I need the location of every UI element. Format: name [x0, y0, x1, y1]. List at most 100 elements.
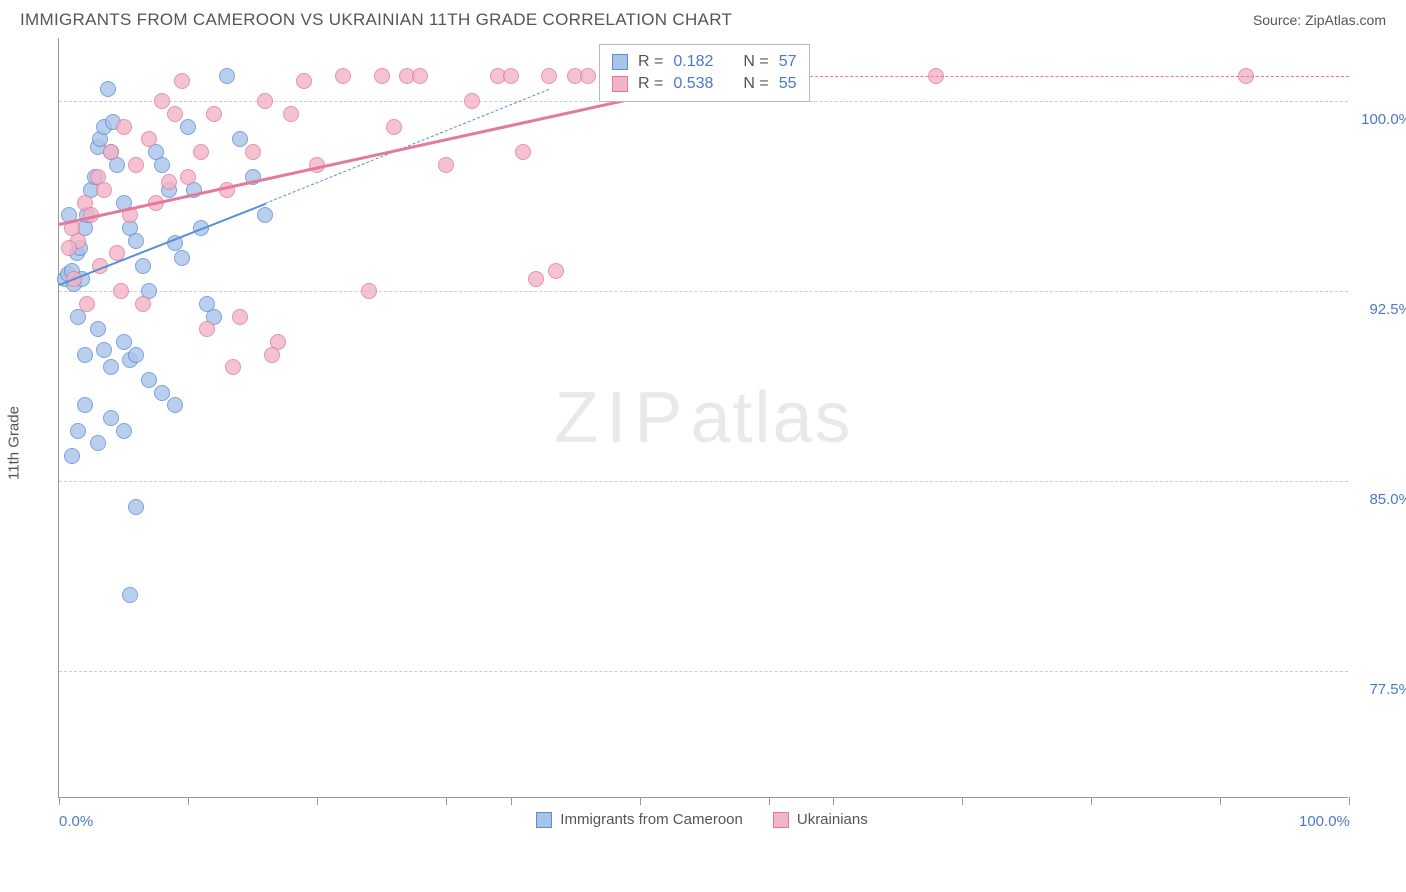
scatter-point	[122, 587, 138, 603]
legend-n-label: N =	[743, 53, 768, 71]
scatter-point	[100, 81, 116, 97]
scatter-point	[193, 144, 209, 160]
y-tick-label: 77.5%	[1369, 681, 1406, 698]
chart-title: IMMIGRANTS FROM CAMEROON VS UKRAINIAN 11…	[20, 10, 732, 30]
scatter-point	[70, 423, 86, 439]
legend-swatch	[612, 76, 628, 92]
scatter-point	[386, 119, 402, 135]
chart-header: IMMIGRANTS FROM CAMEROON VS UKRAINIAN 11…	[0, 0, 1406, 34]
gridline-h	[59, 481, 1348, 482]
scatter-point	[257, 93, 273, 109]
x-tick	[769, 797, 770, 805]
scatter-point	[257, 207, 273, 223]
scatter-point	[116, 334, 132, 350]
scatter-point	[283, 106, 299, 122]
source-label: Source:	[1253, 12, 1301, 28]
watermark: ZIPatlas	[554, 377, 852, 459]
scatter-point	[64, 448, 80, 464]
x-tick	[640, 797, 641, 805]
legend-r-value: 0.538	[673, 75, 713, 93]
scatter-point	[154, 93, 170, 109]
scatter-point	[438, 157, 454, 173]
scatter-point	[77, 397, 93, 413]
legend-r-label: R =	[638, 53, 663, 71]
scatter-point	[128, 233, 144, 249]
scatter-point	[335, 68, 351, 84]
legend-row: R =0.538N =55	[612, 73, 797, 95]
scatter-point	[141, 372, 157, 388]
x-tick	[962, 797, 963, 805]
scatter-point	[90, 435, 106, 451]
scatter-point	[128, 347, 144, 363]
legend-label: Ukrainians	[797, 811, 868, 828]
scatter-point	[580, 68, 596, 84]
series-legend: Immigrants from Cameroon Ukrainians	[536, 811, 867, 828]
x-tick-label: 100.0%	[1299, 813, 1350, 830]
legend-label: Immigrants from Cameroon	[560, 811, 743, 828]
x-tick	[59, 797, 60, 805]
legend-n-label: N =	[743, 75, 768, 93]
chart-container: 11th Grade ZIPatlas 77.5%85.0%92.5%100.0…	[20, 38, 1386, 848]
plot-area: ZIPatlas 77.5%85.0%92.5%100.0%0.0%100.0%…	[58, 38, 1348, 798]
scatter-point	[61, 240, 77, 256]
legend-n-value: 55	[779, 75, 797, 93]
scatter-point	[141, 131, 157, 147]
x-tick-label: 0.0%	[59, 813, 93, 830]
chart-source: Source: ZipAtlas.com	[1253, 12, 1386, 28]
scatter-point	[128, 157, 144, 173]
scatter-point	[103, 359, 119, 375]
scatter-point	[154, 385, 170, 401]
scatter-point	[528, 271, 544, 287]
x-tick	[188, 797, 189, 805]
scatter-point	[167, 106, 183, 122]
scatter-point	[264, 347, 280, 363]
scatter-point	[167, 397, 183, 413]
scatter-point	[161, 174, 177, 190]
legend-item: Immigrants from Cameroon	[536, 811, 743, 828]
scatter-point	[77, 347, 93, 363]
y-axis-label: 11th Grade	[6, 406, 23, 480]
scatter-point	[96, 182, 112, 198]
scatter-point	[412, 68, 428, 84]
correlation-legend: R = 0.182 N = 57R = 0.538 N = 55	[599, 44, 810, 102]
scatter-point	[361, 283, 377, 299]
x-tick	[833, 797, 834, 805]
gridline-h	[59, 291, 1348, 292]
scatter-point	[174, 250, 190, 266]
legend-swatch	[536, 812, 552, 828]
scatter-point	[503, 68, 519, 84]
scatter-point	[219, 68, 235, 84]
y-tick-label: 92.5%	[1369, 301, 1406, 318]
scatter-point	[96, 342, 112, 358]
scatter-point	[135, 258, 151, 274]
scatter-point	[199, 321, 215, 337]
scatter-point	[232, 309, 248, 325]
legend-swatch	[773, 812, 789, 828]
legend-r-value: 0.182	[673, 53, 713, 71]
scatter-point	[548, 263, 564, 279]
scatter-point	[206, 106, 222, 122]
scatter-point	[225, 359, 241, 375]
legend-row: R = 0.182 N = 57	[612, 51, 797, 73]
x-tick	[511, 797, 512, 805]
scatter-point	[116, 119, 132, 135]
x-tick	[317, 797, 318, 805]
x-tick	[1220, 797, 1221, 805]
trend-line-dashed	[730, 76, 1349, 77]
scatter-point	[116, 423, 132, 439]
scatter-point	[296, 73, 312, 89]
scatter-point	[180, 119, 196, 135]
gridline-h	[59, 671, 1348, 672]
scatter-point	[374, 68, 390, 84]
legend-item: Ukrainians	[773, 811, 868, 828]
scatter-point	[180, 169, 196, 185]
scatter-point	[515, 144, 531, 160]
legend-n-value: 57	[779, 53, 797, 71]
scatter-point	[113, 283, 129, 299]
scatter-point	[128, 499, 144, 515]
legend-swatch	[612, 54, 628, 70]
source-link[interactable]: ZipAtlas.com	[1305, 12, 1386, 28]
scatter-point	[79, 296, 95, 312]
scatter-point	[154, 157, 170, 173]
scatter-point	[103, 144, 119, 160]
